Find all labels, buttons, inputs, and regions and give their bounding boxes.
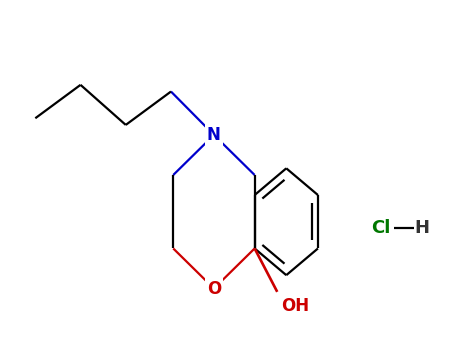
Text: Cl: Cl bbox=[372, 219, 391, 237]
Text: O: O bbox=[207, 280, 221, 298]
Text: OH: OH bbox=[281, 297, 309, 315]
Text: N: N bbox=[207, 126, 221, 144]
Text: H: H bbox=[415, 219, 430, 237]
